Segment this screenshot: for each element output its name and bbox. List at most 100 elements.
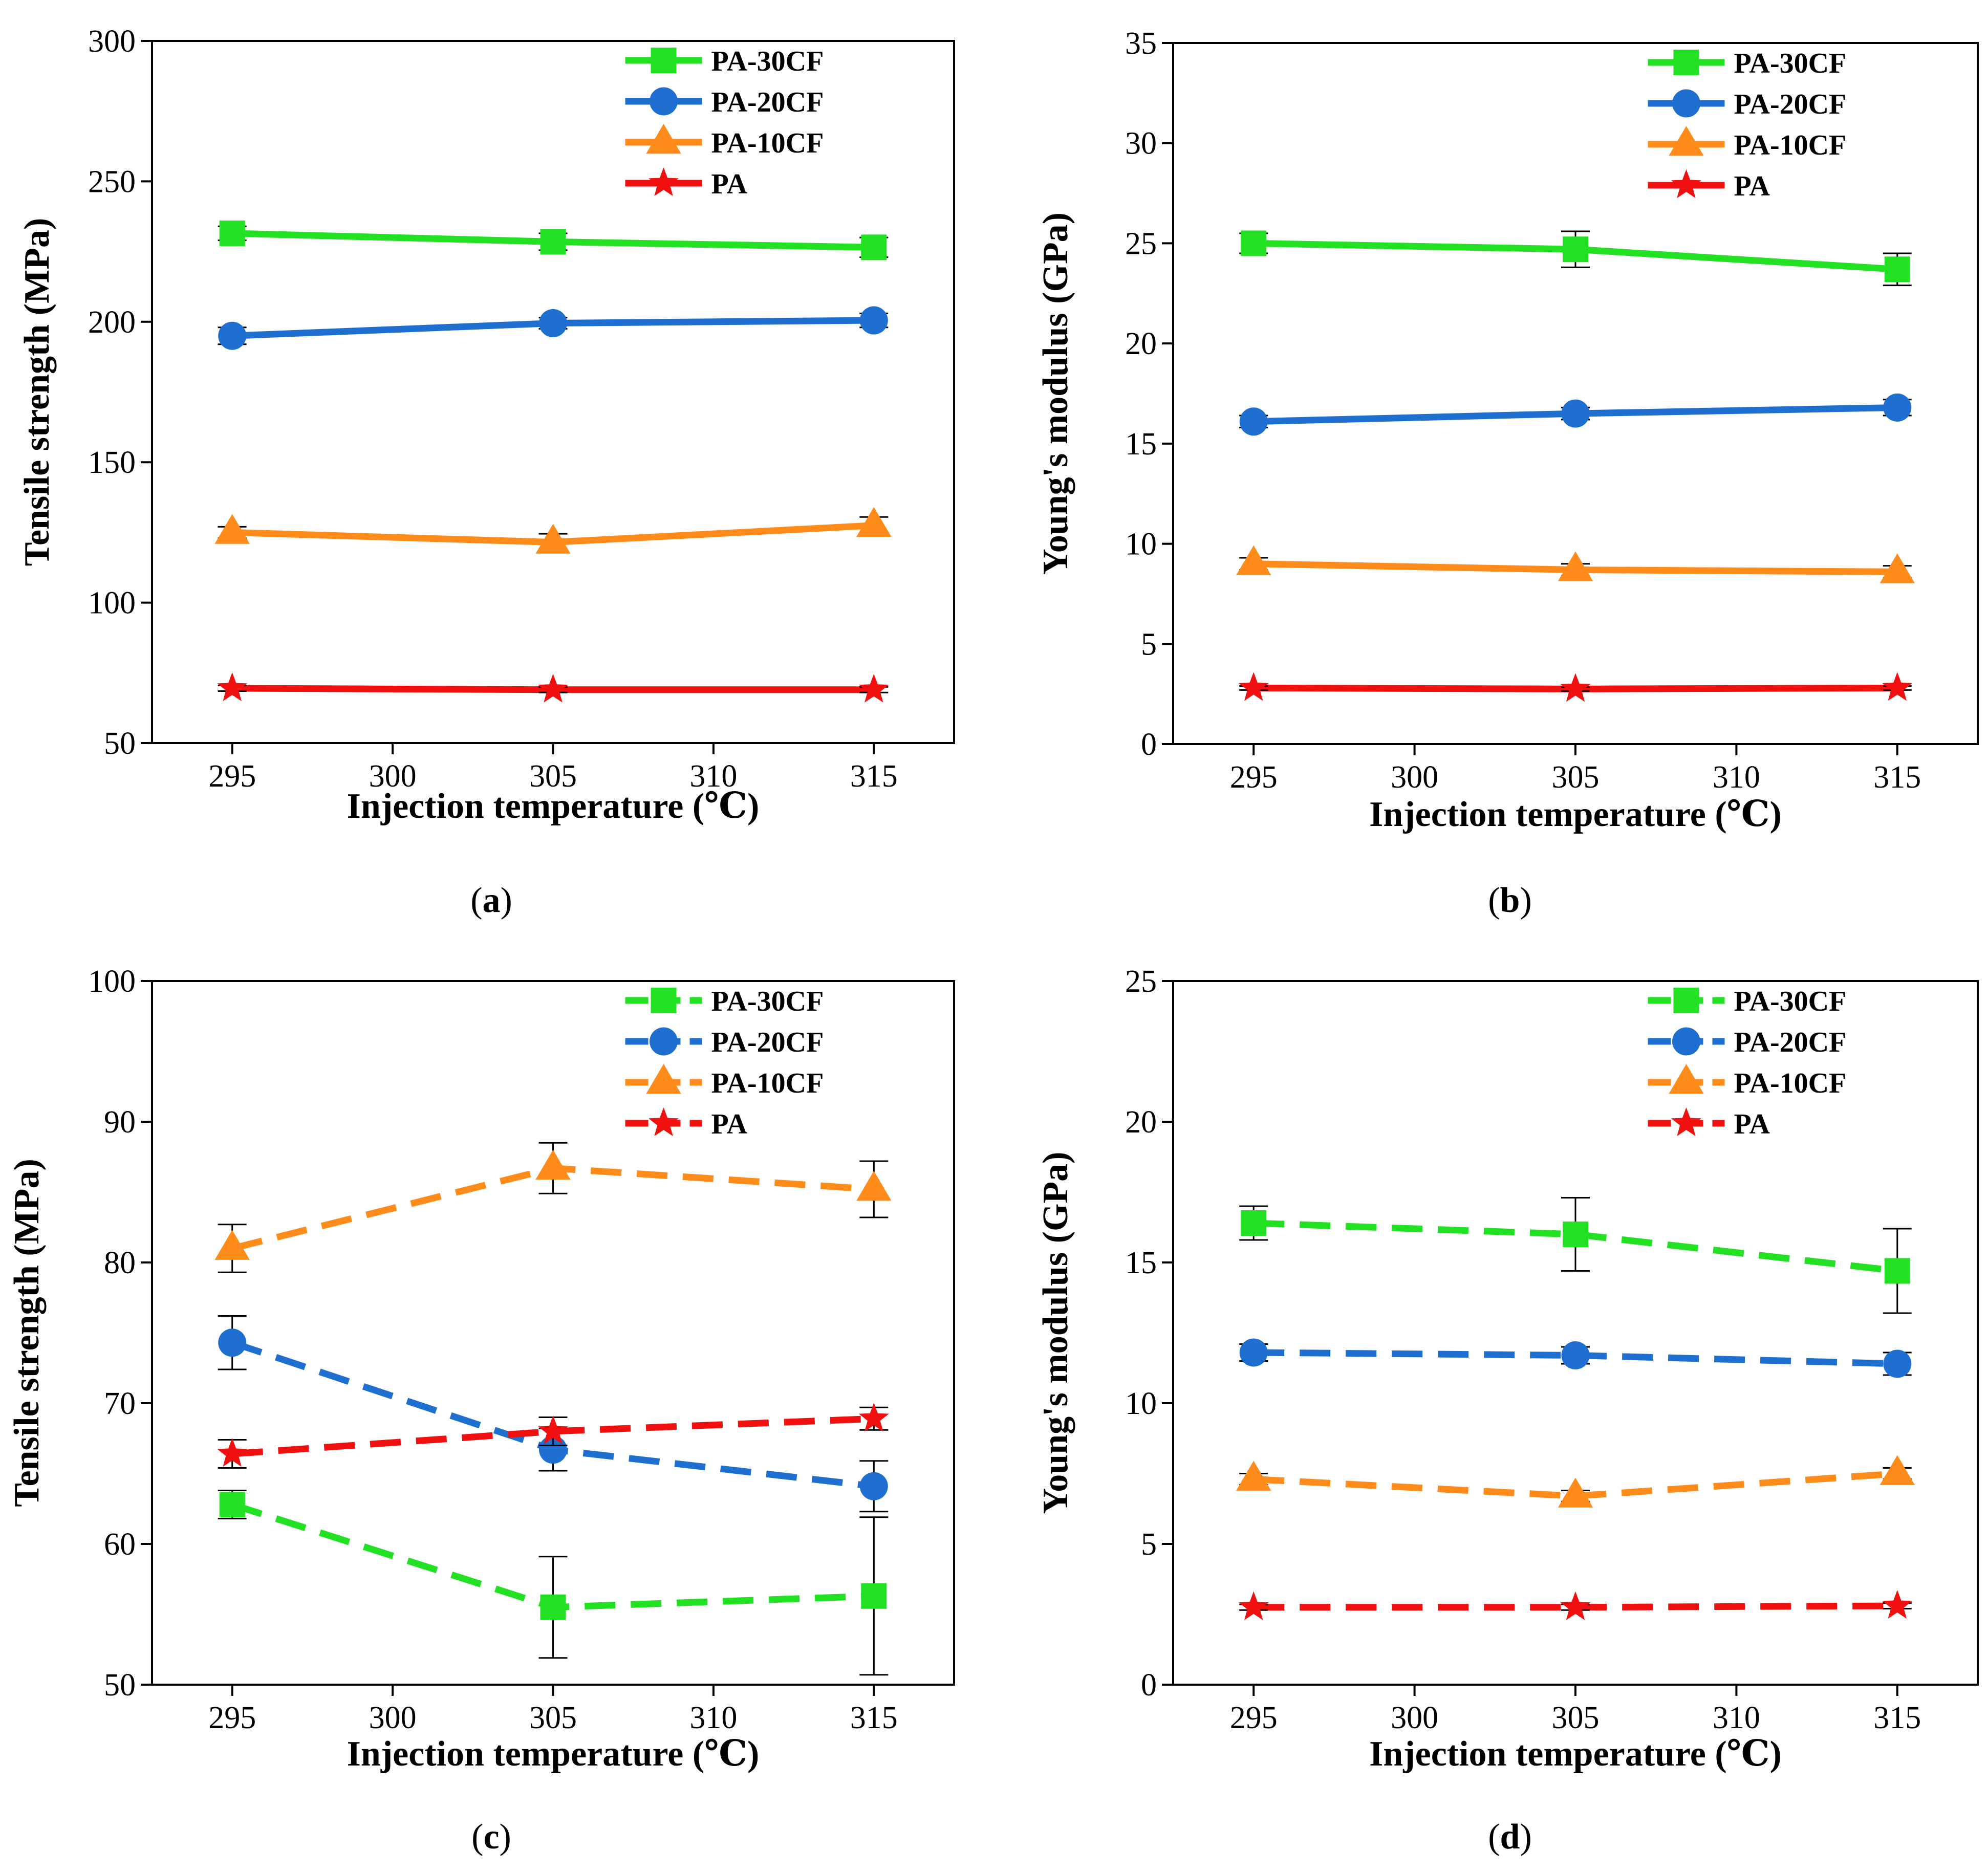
panel-d-ytick-label: 5	[1141, 1527, 1157, 1562]
panel-b-legend-label-pa-10cf: PA-10CF	[1734, 129, 1846, 161]
panel-a-series-pa-30cf-point	[540, 229, 566, 255]
panel-d-legend-marker-pa-10cf	[1669, 1064, 1704, 1094]
panel-c-xtick-label: 295	[208, 1701, 256, 1735]
panel-a-legend-marker-pa	[649, 167, 679, 197]
panel-b-x-axis-title: Injection temperature (℃)	[1369, 795, 1782, 834]
panel-b-series-pa-10cf-point	[1558, 551, 1593, 581]
panel-d-caption-close: )	[1520, 1817, 1531, 1857]
panel-c-legend-label-pa: PA	[711, 1108, 748, 1140]
panel-c-caption-letter: c	[483, 1817, 499, 1857]
panel-b-legend-marker-pa-10cf	[1669, 126, 1704, 156]
panel-a-ytick-label: 100	[88, 586, 136, 621]
panel-a-caption: (a)	[470, 881, 512, 920]
panel-a-series-pa-30cf-point	[219, 220, 245, 246]
panel-c-series-pa-30cf-point	[540, 1594, 566, 1620]
panel-d-series-pa-30cf-point	[1241, 1210, 1267, 1236]
panel-d-ytick-label: 25	[1125, 964, 1157, 999]
panel-b-legend-marker-pa-30cf	[1673, 50, 1699, 75]
panel-a-series-pa-10cf-point	[856, 507, 892, 537]
panel-a-legend-label-pa-30cf: PA-30CF	[711, 46, 824, 77]
panel-d-series-pa-line	[1254, 1602, 1897, 1611]
panel-c-series-pa-30cf-point	[861, 1583, 887, 1609]
panel-a-legend-marker-pa-20cf	[650, 87, 678, 116]
panel-d-series-pa-30cf	[1239, 1197, 1912, 1314]
panel-a-xtick-label: 305	[529, 759, 577, 794]
panel-c-caption-close: )	[500, 1817, 511, 1857]
panel-a-caption-close: )	[501, 881, 512, 920]
panel-b-ytick-label: 20	[1125, 326, 1157, 361]
panel-c-series-pa-10cf-point	[535, 1149, 571, 1180]
panel-d-xtick-label: 310	[1713, 1701, 1760, 1735]
panel-b-caption-letter: b	[1500, 881, 1520, 920]
panel-a-axes-frame	[151, 40, 955, 744]
panel-b-series-pa-30cf	[1239, 230, 1912, 287]
panel-a-series-pa-10cf-point	[535, 524, 571, 554]
panel-d-series-pa-10cf-point	[1558, 1477, 1593, 1508]
panel-c-series-pa-10cf-point	[856, 1171, 892, 1201]
panel-c-series-pa-30cf-point	[219, 1492, 245, 1517]
panel-d-caption-open: (	[1488, 1817, 1500, 1857]
panel-b-series-pa-10cf-point	[1879, 553, 1915, 583]
panel-a-series-pa-20cf-point	[218, 321, 247, 350]
panel-b-ytick-label: 25	[1125, 226, 1157, 261]
panel-d-caption: (d)	[1488, 1817, 1532, 1857]
panel-a-legend-label-pa-10cf: PA-10CF	[711, 127, 824, 159]
panel-b-series-pa-20cf-point	[1561, 399, 1590, 428]
panel-c-series-pa-point	[217, 1438, 248, 1467]
panel-a-series-pa-20cf-point	[539, 309, 567, 338]
panel-c-caption-open: (	[471, 1817, 483, 1857]
panel-a-xtick-label: 300	[369, 759, 417, 794]
panel-a-legend-label-pa: PA	[711, 168, 748, 200]
panel-c-ytick-label: 90	[104, 1105, 136, 1140]
panel-c-ytick-label: 70	[104, 1386, 136, 1421]
panel-a-y-axis-title: Tensile strength (MPa)	[17, 218, 57, 566]
panel-a-legend-marker-pa-30cf	[651, 48, 677, 73]
panel-b-axes-frame	[1172, 42, 1979, 745]
panel-d-series-pa-20cf	[1239, 1338, 1912, 1378]
panel-d-xtick-label: 315	[1873, 1701, 1921, 1735]
panel-b-xtick-label: 295	[1230, 760, 1278, 795]
panel-b: 295 300 305 310 315 0 5 10 15 20 25 30 35 Injection t…	[1036, 26, 1979, 920]
panel-d-series-pa-point	[1238, 1591, 1269, 1620]
panel-c-ytick-label: 80	[104, 1246, 136, 1280]
panel-b-legend-label-pa-20cf: PA-20CF	[1734, 89, 1846, 120]
panel-c-legend-marker-pa	[649, 1107, 679, 1137]
panel-b-ytick-label: 5	[1141, 627, 1157, 662]
panel-d-ytick-label: 15	[1125, 1246, 1157, 1280]
panel-c-x-axis-title: Injection temperature (℃)	[347, 1734, 760, 1774]
panel-a-ytick-label: 50	[104, 726, 136, 761]
panel-d-ytick-label: 0	[1141, 1668, 1157, 1703]
panel-d-legend-label-pa: PA	[1734, 1108, 1770, 1140]
panel-d-series-pa-30cf-point	[1884, 1258, 1910, 1284]
panel-d-series-pa-10cf-point	[1236, 1461, 1271, 1491]
panel-b-series-pa-20cf	[1239, 393, 1912, 436]
panel-d-ytick-label: 20	[1125, 1105, 1157, 1140]
panel-d-xtick-label: 300	[1391, 1701, 1438, 1735]
panel-a-xtick-label: 315	[850, 759, 898, 794]
panel-b-ytick-label: 15	[1125, 427, 1157, 462]
panel-a-ytick-label: 250	[88, 164, 136, 199]
panel-a-series-pa-20cf	[218, 306, 889, 350]
panel-a-series-pa-10cf-point	[214, 514, 250, 544]
panel-b-caption-open: (	[1488, 881, 1500, 920]
panel-b-series-pa-30cf-point	[1884, 256, 1910, 282]
panel-d-legend-marker-pa	[1671, 1107, 1701, 1137]
panel-c-ytick-label: 60	[104, 1527, 136, 1562]
panel-a-series-pa-point	[858, 673, 889, 703]
panel-c-series-pa-10cf	[214, 1142, 892, 1273]
panel-c-xtick-label: 315	[850, 1701, 898, 1735]
panel-d-series-pa-point	[1560, 1591, 1591, 1620]
panel-b-xtick-label: 310	[1713, 760, 1760, 795]
panel-a-xtick-label: 295	[208, 759, 256, 794]
panel-b-series-pa	[1238, 672, 1913, 702]
panel-d-legend-label-pa-20cf: PA-20CF	[1734, 1027, 1846, 1058]
panel-c-series-pa-10cf-point	[214, 1230, 250, 1260]
panel-d-caption-letter: d	[1500, 1817, 1520, 1857]
panel-a-series-pa-point	[217, 672, 248, 702]
panel-d-series-pa-30cf-line	[1253, 1219, 1898, 1274]
panel-c-series-pa-20cf-point	[859, 1472, 888, 1500]
panel-a-legend-marker-pa-10cf	[646, 124, 681, 154]
panel-d-x-axis-title: Injection temperature (℃)	[1369, 1734, 1782, 1774]
panel-c-legend-marker-pa-10cf	[646, 1064, 681, 1094]
panel-d-y-axis-title: Young's modulus (GPa)	[1036, 1152, 1075, 1514]
